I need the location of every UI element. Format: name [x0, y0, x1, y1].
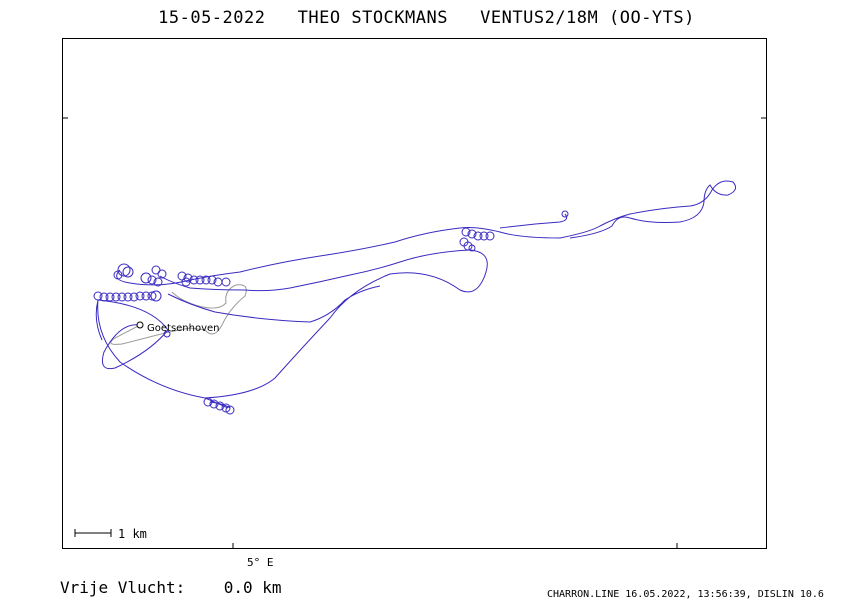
free-flight-distance: Vrije Vlucht: 0.0 km [60, 578, 282, 597]
scale-label: 1 km [118, 527, 147, 541]
map-frame [62, 38, 767, 549]
thermal-circles [93, 210, 569, 415]
flight-track [95, 180, 737, 409]
frame-ticks [63, 117, 766, 548]
task-line [110, 284, 247, 345]
place-label: Goetsenhoven [147, 323, 220, 334]
place-marker [136, 321, 144, 329]
meridian-label: 5° E [247, 556, 274, 569]
generator-credit: CHARRON.LINE 16.05.2022, 13:56:39, DISLI… [547, 589, 824, 600]
map-title: 15-05-2022 THEO STOCKMANS VENTUS2/18M (O… [158, 8, 695, 28]
scale-bar [74, 529, 112, 537]
